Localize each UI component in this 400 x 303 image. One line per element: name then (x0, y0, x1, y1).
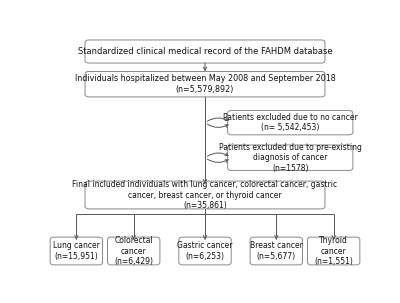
Text: Individuals hospitalized between May 2008 and September 2018
(n=5,579,892): Individuals hospitalized between May 200… (75, 75, 335, 94)
Text: Lung cancer
(n=15,951): Lung cancer (n=15,951) (53, 241, 100, 261)
Text: Patients excluded due to no cancer
(n= 5,542,453): Patients excluded due to no cancer (n= 5… (223, 113, 358, 132)
Text: Colorectal
cancer
(n=6,429): Colorectal cancer (n=6,429) (114, 236, 153, 266)
Text: Gastric cancer
(n=6,253): Gastric cancer (n=6,253) (177, 241, 233, 261)
FancyBboxPatch shape (179, 237, 231, 265)
Text: Final included individuals with lung cancer, colorectal cancer, gastric
cancer, : Final included individuals with lung can… (72, 180, 338, 210)
FancyBboxPatch shape (85, 72, 325, 97)
Text: Standardized clinical medical record of the FAHDM database: Standardized clinical medical record of … (78, 47, 332, 56)
FancyBboxPatch shape (250, 237, 302, 265)
FancyBboxPatch shape (85, 40, 325, 63)
FancyBboxPatch shape (228, 145, 353, 170)
Text: Thyroid
cancer
(n=1,551): Thyroid cancer (n=1,551) (314, 236, 353, 266)
FancyBboxPatch shape (228, 111, 353, 135)
FancyBboxPatch shape (308, 237, 360, 265)
Text: Breast cancer
(n=5,677): Breast cancer (n=5,677) (250, 241, 303, 261)
Text: Patients excluded due to pre-existing
diagnosis of cancer
(n=1578): Patients excluded due to pre-existing di… (219, 143, 362, 173)
FancyBboxPatch shape (50, 237, 102, 265)
FancyBboxPatch shape (85, 181, 325, 209)
FancyBboxPatch shape (108, 237, 160, 265)
